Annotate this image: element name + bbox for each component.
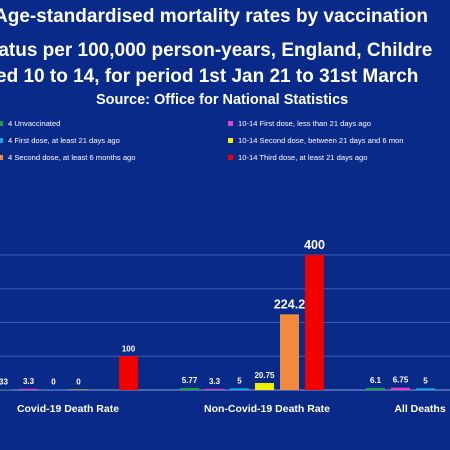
legend-label: 4 Second dose, at least 6 months ago: [8, 153, 136, 162]
data-label: 3.3: [23, 377, 35, 386]
bar: [0, 389, 13, 390]
legend-item-unvaccinated: 4 Unvaccinated: [0, 119, 60, 128]
legend-label: 10-14 First dose, less than 21 days ago: [238, 119, 371, 128]
data-label: 5: [423, 376, 428, 385]
category-label: Non-Covid-19 Death Rate: [204, 403, 330, 415]
legend-label: 4 Unvaccinated: [8, 119, 61, 128]
bar: [280, 314, 299, 390]
legend-swatch: [0, 138, 3, 143]
bar: [44, 389, 63, 390]
legend-item-second-dose-6m: 4 Second dose, at least 6 months ago: [0, 153, 136, 162]
legend-item-first-dose-less-21: 10-14 First dose, less than 21 days ago: [228, 119, 371, 128]
data-label: 5: [237, 376, 242, 385]
data-label: 100: [122, 344, 136, 353]
legend-swatch: [0, 121, 3, 126]
chart-title-line-1: Age-standardised mortality rates by vacc…: [0, 6, 428, 27]
chart-title-line-3: ed 10 to 14, for period 1st Jan 21 to 31…: [0, 66, 419, 87]
bar: [255, 382, 274, 390]
bar: [230, 388, 249, 390]
data-label: 0: [51, 378, 56, 387]
data-label: 33: [0, 378, 8, 387]
bar: [19, 388, 38, 390]
legend-label: 10-14 Third dose, at least 21 days ago: [238, 153, 368, 162]
bar: [416, 388, 435, 390]
bar: [180, 388, 199, 390]
bar: [391, 387, 410, 390]
legend-item-first-dose-21: 4 First dose, at least 21 days ago: [0, 136, 120, 145]
legend-item-third-dose: 10-14 Third dose, at least 21 days ago: [228, 153, 367, 162]
bar: [119, 356, 138, 390]
legend-label: 4 First dose, at least 21 days ago: [8, 136, 120, 145]
data-label: 6.75: [393, 376, 409, 385]
legend-swatch: [228, 138, 233, 143]
data-label: 6.1: [370, 376, 382, 385]
bar: [69, 389, 88, 390]
legend-swatch: [0, 155, 3, 160]
category-label: Covid-19 Death Rate: [17, 403, 119, 415]
data-label: 400: [304, 238, 325, 252]
data-label: 3.3: [209, 377, 221, 386]
legend-swatch: [228, 155, 233, 160]
bar: [305, 255, 324, 390]
category-label: All Deaths: [394, 403, 446, 415]
bar: [366, 387, 385, 390]
legend-swatch: [228, 121, 233, 126]
chart-source: Source: Office for National Statistics: [96, 92, 349, 108]
data-label: 20.75: [254, 371, 275, 380]
data-label: 224.2: [274, 297, 305, 311]
data-label: 5.77: [182, 376, 198, 385]
data-label: 0: [76, 378, 81, 387]
bar: [205, 388, 224, 390]
legend-item-second-dose-21-6m: 10-14 Second dose, between 21 days and 6…: [228, 136, 404, 145]
legend-label: 10-14 Second dose, between 21 days and 6…: [238, 136, 404, 145]
chart-title-line-2: tatus per 100,000 person-years, England,…: [0, 40, 433, 61]
